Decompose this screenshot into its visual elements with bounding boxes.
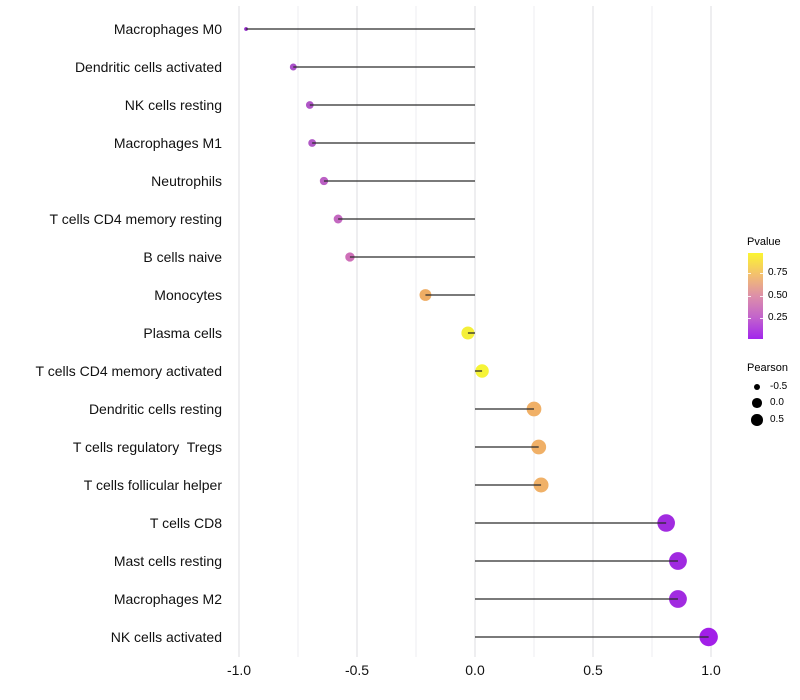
pearson-legend-dot-0.5 bbox=[751, 414, 763, 426]
pvalue-gradient-bar bbox=[748, 253, 763, 339]
y-axis-label-plasma-cells: Plasma cells bbox=[143, 325, 222, 341]
y-axis-label-t-cells-cd8: T cells CD8 bbox=[149, 515, 222, 531]
pvalue-legend-title: Pvalue bbox=[747, 236, 781, 248]
y-axis-label-nk-cells-activated: NK cells activated bbox=[110, 629, 222, 645]
pearson-legend-title: Pearson bbox=[747, 362, 788, 374]
y-axis-label-mast-cells-resting: Mast cells resting bbox=[113, 553, 222, 569]
pvalue-bar-tick-mark bbox=[760, 318, 763, 319]
pvalue-bar-tick-mark bbox=[760, 273, 763, 274]
pearson-legend-label-0.0: 0.0 bbox=[770, 397, 784, 408]
x-axis-tick-label-0.0: 0.0 bbox=[465, 662, 485, 678]
y-axis-label-neutrophils: Neutrophils bbox=[151, 173, 222, 189]
pvalue-bar-tick-mark bbox=[748, 273, 751, 274]
x-axis-tick-label-1.0: 1.0 bbox=[701, 662, 721, 678]
pvalue-legend-tick-label-0.75: 0.75 bbox=[768, 267, 788, 278]
y-axis-label-t-cells-cd4-memory-resting: T cells CD4 memory resting bbox=[49, 211, 222, 227]
y-axis-label-dendritic-cells-resting: Dendritic cells resting bbox=[88, 401, 222, 417]
pvalue-bar-tick-mark bbox=[760, 296, 763, 297]
y-axis-label-t-cells-cd4-memory-activated: T cells CD4 memory activated bbox=[35, 363, 222, 379]
y-axis-label-nk-cells-resting: NK cells resting bbox=[124, 97, 222, 113]
y-axis-label-macrophages-m2: Macrophages M2 bbox=[113, 591, 222, 607]
pearson-legend-dot--0.5 bbox=[753, 383, 761, 391]
pearson-legend-dot-0.0 bbox=[752, 398, 762, 408]
y-axis-label-dendritic-cells-activated: Dendritic cells activated bbox=[74, 59, 222, 75]
pearson-legend-label--0.5: -0.5 bbox=[770, 381, 788, 392]
pvalue-bar-tick-mark bbox=[748, 296, 751, 297]
y-axis-label-b-cells-naive: B cells naive bbox=[143, 249, 222, 265]
y-axis-label-t-cells-regulatory-tregs: T cells regulatory Tregs bbox=[72, 439, 222, 455]
y-axis-label-macrophages-m0: Macrophages M0 bbox=[113, 21, 222, 37]
pvalue-bar-tick-mark bbox=[748, 318, 751, 319]
pearson-legend-label-0.5: 0.5 bbox=[770, 414, 784, 425]
dot-macrophages-m0 bbox=[244, 27, 248, 31]
pvalue-legend-tick-label-0.50: 0.50 bbox=[768, 290, 788, 301]
pvalue-legend-tick-label-0.25: 0.25 bbox=[768, 312, 788, 323]
x-axis-tick-label-0.5: 0.5 bbox=[583, 662, 603, 678]
y-axis-label-monocytes: Monocytes bbox=[154, 287, 222, 303]
y-axis-label-macrophages-m1: Macrophages M1 bbox=[113, 135, 222, 151]
x-axis-tick-label--0.5: -0.5 bbox=[344, 662, 370, 678]
y-axis-label-t-cells-follicular-helper: T cells follicular helper bbox=[83, 477, 222, 493]
x-axis-tick-label--1.0: -1.0 bbox=[226, 662, 252, 678]
